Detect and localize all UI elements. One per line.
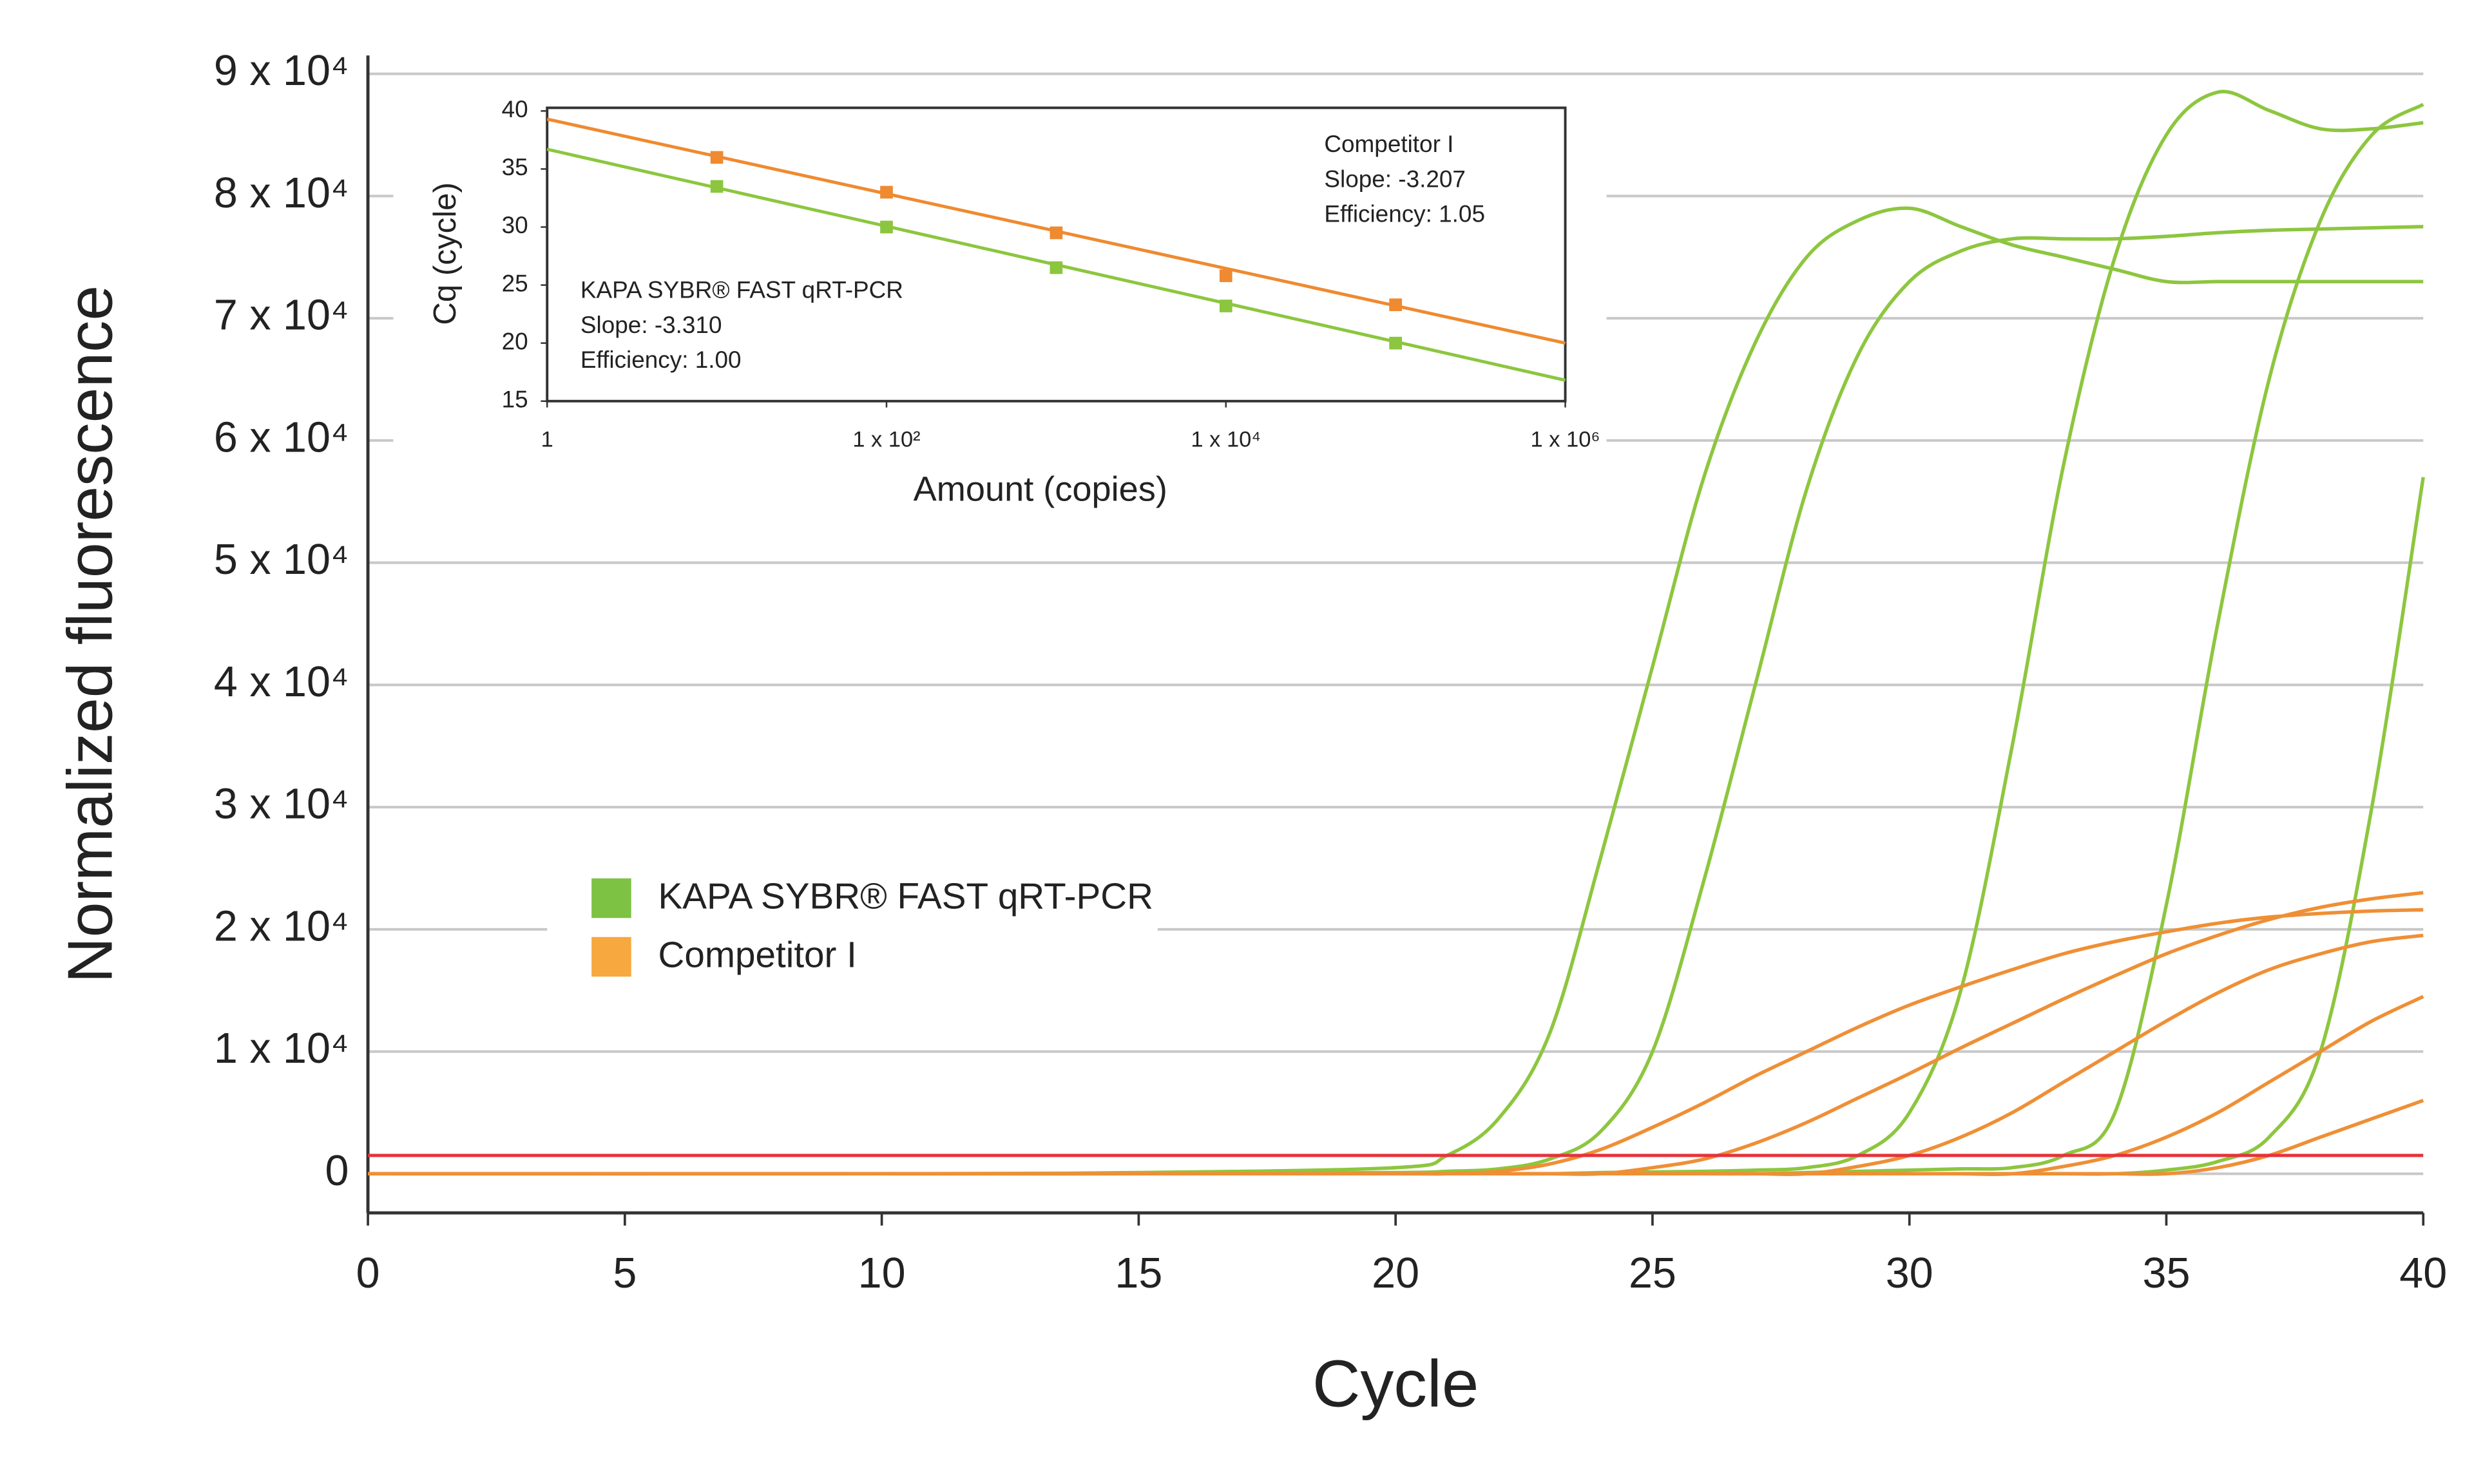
data-point [710, 180, 724, 193]
inset-y-tick-label: 40 [502, 96, 528, 122]
y-tick-label: 7 x 10⁴ [214, 292, 349, 339]
x-tick-label: 40 [2399, 1250, 2447, 1297]
y-tick-label: 4 x 10⁴ [214, 658, 349, 706]
data-point [710, 151, 724, 164]
amplification-curve [368, 477, 2425, 1176]
x-tick-label: 35 [2143, 1250, 2191, 1297]
inset-x-tick-label: 1 [541, 427, 553, 452]
data-point [880, 186, 893, 199]
inset-y-tick-label: 20 [502, 328, 528, 354]
y-tick-label: 1 x 10⁴ [214, 1025, 349, 1072]
y-axis-label: Normalized fluorescence [55, 285, 126, 983]
y-tick-label: 3 x 10⁴ [214, 781, 349, 828]
x-tick-label: 0 [356, 1250, 380, 1297]
data-point [1219, 300, 1232, 312]
legend-label: Competitor I [658, 935, 857, 975]
inset-annotation: Competitor I [1324, 131, 1453, 157]
amplification-curve [368, 994, 2424, 1176]
data-point [1389, 298, 1402, 312]
inset-x-axis-label: Amount (copies) [914, 470, 1167, 508]
y-tick-label: 8 x 10⁴ [214, 169, 349, 217]
y-tick-label: 9 x 10⁴ [214, 47, 349, 95]
inset-annotation: Efficiency: 1.05 [1324, 201, 1485, 227]
x-tick-label: 20 [1372, 1250, 1419, 1297]
inset-y-axis-label: Cq (cycle) [427, 182, 463, 325]
inset-x-tick-label: 1 x 10² [852, 427, 920, 452]
inset-y-tick-label: 15 [502, 386, 528, 413]
x-tick-label: 25 [1629, 1250, 1676, 1297]
inset-annotation: Efficiency: 1.00 [580, 347, 742, 373]
inset-annotation: Slope: -3.310 [580, 312, 722, 338]
inset-y-tick-label: 30 [502, 212, 528, 238]
legend-label: KAPA SYBR® FAST qRT-PCR [658, 876, 1153, 917]
legend-swatch [591, 878, 631, 918]
amplification-curve [368, 1098, 2424, 1176]
y-tick-label: 5 x 10⁴ [214, 536, 349, 584]
data-point [880, 220, 893, 234]
inset-x-tick-label: 1 x 10⁶ [1531, 427, 1600, 452]
x-tick-label: 10 [858, 1250, 906, 1297]
inset-x-tick-label: 1 x 10⁴ [1191, 427, 1261, 452]
x-tick-label: 30 [1886, 1250, 1933, 1297]
x-tick-label: 5 [613, 1250, 637, 1297]
data-point [1050, 226, 1063, 240]
y-tick-label: 0 [325, 1147, 349, 1195]
data-point [1219, 269, 1232, 283]
inset-annotation: KAPA SYBR® FAST qRT-PCR [580, 277, 903, 303]
data-point [1050, 261, 1063, 274]
inset-annotation: Slope: -3.207 [1324, 166, 1466, 192]
y-tick-label: 6 x 10⁴ [214, 414, 349, 461]
x-tick-label: 15 [1115, 1250, 1162, 1297]
data-point [1389, 336, 1402, 350]
legend-swatch [591, 937, 631, 977]
y-tick-label: 2 x 10⁴ [214, 902, 349, 950]
inset-y-tick-label: 35 [502, 154, 528, 180]
legend-background [547, 861, 1158, 994]
inset-y-tick-label: 25 [502, 270, 528, 296]
x-axis-label: Cycle [1312, 1346, 1479, 1421]
